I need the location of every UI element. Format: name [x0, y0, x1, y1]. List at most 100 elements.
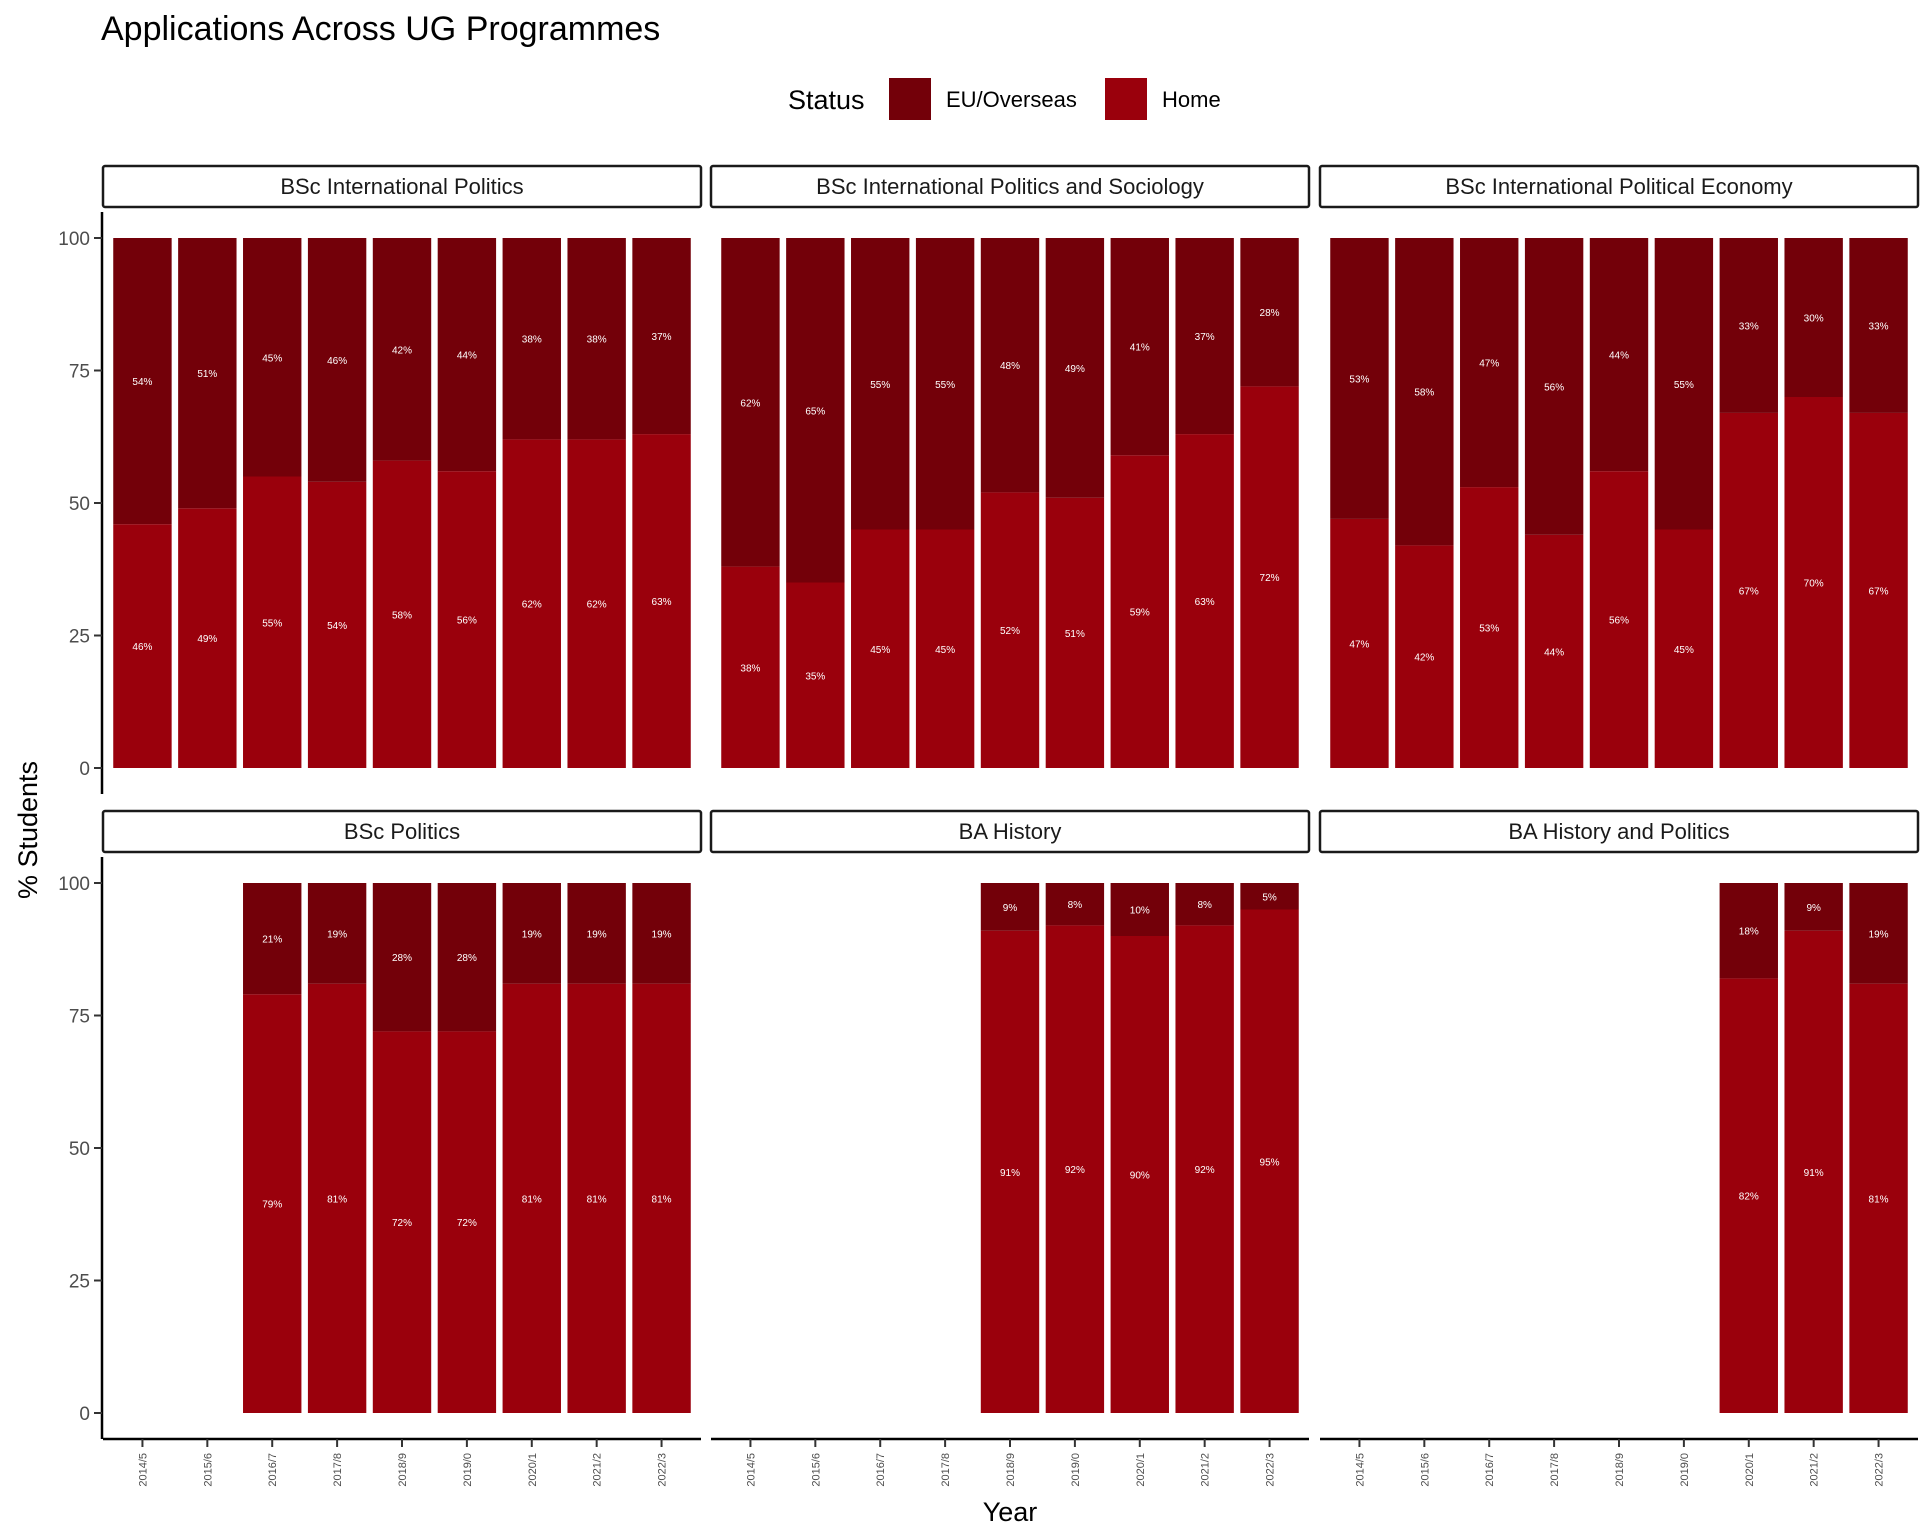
bar-label-eu-overseas-2017-8: 56% [1544, 382, 1564, 393]
bar-label-eu-overseas-2021-2: 38% [587, 335, 607, 346]
y-tick-label: 100 [58, 874, 90, 895]
bar-label-home-2021-2: 70% [1804, 579, 1824, 590]
panel-strip [101, 164, 703, 209]
bar-home-2018-9 [372, 1031, 432, 1413]
bar-home-2018-9 [980, 930, 1040, 1413]
bar-label-home-2021-2: 92% [1195, 1165, 1215, 1176]
bar-label-home-2019-0: 56% [457, 616, 477, 627]
bar-label-home-2022-3: 67% [1869, 586, 1889, 597]
bar-label-eu-overseas-2014-5: 53% [1349, 374, 1369, 385]
x-tick-label: 2015/6 [1419, 1453, 1431, 1487]
bar-eu-overseas-2018-9 [1589, 238, 1649, 472]
bar-eu-overseas-2014-5 [1330, 238, 1389, 519]
bar-label-eu-overseas-2018-9: 48% [1000, 361, 1020, 372]
bar-label-eu-overseas-2016-7: 47% [1479, 359, 1499, 370]
bar-eu-overseas-2022-3 [1849, 883, 1908, 984]
bar-label-home-2021-2: 91% [1804, 1168, 1824, 1179]
y-tick-label: 75 [69, 362, 90, 383]
bar-label-eu-overseas-2020-1: 33% [1739, 321, 1759, 332]
bar-label-home-2021-2: 81% [587, 1194, 607, 1205]
bar-home-2020-1 [1110, 936, 1169, 1413]
bar-eu-overseas-2016-7 [243, 883, 302, 995]
bar-label-eu-overseas-2018-9: 42% [392, 345, 412, 356]
bar-eu-overseas-2019-0 [437, 238, 497, 472]
bar-label-home-2020-1: 67% [1739, 586, 1759, 597]
bar-home-2015-6 [1395, 545, 1454, 768]
bar-home-2021-2 [567, 983, 626, 1413]
x-tick-label: 2017/8 [332, 1453, 344, 1487]
bar-label-home-2016-7: 45% [870, 645, 890, 656]
bar-label-eu-overseas-2014-5: 54% [132, 377, 152, 388]
x-axis-title: Year [983, 1497, 1038, 1527]
bar-home-2020-1 [1110, 455, 1169, 768]
x-tick-label: 2021/2 [1809, 1453, 1821, 1487]
panel-strip-label: BSc Politics [344, 819, 460, 844]
bar-label-eu-overseas-2022-3: 19% [1869, 929, 1889, 940]
panel-bsc-politics: BSc Politics 0 25 50 75 100 2014/5 2015/6 79% 21%… [58, 809, 703, 1487]
bar-home-2014-5 [721, 566, 780, 768]
bar-eu-overseas-2017-8 [1524, 238, 1584, 535]
bar-eu-overseas-2021-2 [1175, 883, 1234, 926]
bar-label-home-2020-1: 90% [1130, 1171, 1150, 1182]
bar-label-home-2018-9: 72% [392, 1218, 412, 1229]
bar-label-home-2019-0: 45% [1674, 645, 1694, 656]
bar-eu-overseas-2022-3 [1240, 883, 1299, 910]
bar-home-2022-3 [632, 983, 691, 1413]
bar-label-home-2018-9: 91% [1000, 1168, 1020, 1179]
bar-eu-overseas-2021-2 [1784, 883, 1843, 931]
x-tick-label: 2020/1 [1744, 1453, 1756, 1487]
bar-home-2020-1 [1719, 978, 1778, 1413]
x-tick-label: 2015/6 [202, 1453, 214, 1487]
bar-eu-overseas-2014-5 [721, 238, 780, 567]
bar-eu-overseas-2022-3 [1849, 238, 1908, 413]
bar-home-2022-3 [1240, 386, 1299, 768]
chart-title: Applications Across UG Programmes [101, 10, 660, 48]
bar-label-home-2015-6: 42% [1414, 653, 1434, 664]
bar-label-home-2022-3: 72% [1260, 573, 1280, 584]
x-tick-label: 2016/7 [267, 1453, 279, 1487]
bar-label-eu-overseas-2015-6: 65% [805, 406, 825, 417]
bar-eu-overseas-2016-7 [243, 238, 302, 477]
bar-label-eu-overseas-2020-1: 18% [1739, 927, 1759, 938]
legend-label-home: Home [1162, 87, 1221, 112]
panel-strip [709, 809, 1311, 854]
y-tick-label: 0 [79, 1404, 90, 1425]
bar-home-2018-9 [1589, 471, 1649, 768]
x-tick-label: 2014/5 [745, 1453, 757, 1487]
x-tick-label: 2014/5 [1354, 1453, 1366, 1487]
bar-label-eu-overseas-2018-9: 9% [1003, 903, 1018, 914]
bar-label-home-2020-1: 82% [1739, 1192, 1759, 1203]
facet-panels: BSc International Politics 0 25 50 75 100 46% 5… [58, 164, 1920, 1487]
bar-home-2016-7 [851, 529, 910, 768]
bar-eu-overseas-2015-6 [178, 238, 237, 509]
bar-label-eu-overseas-2018-9: 44% [1609, 351, 1629, 362]
bar-home-2022-3 [1240, 909, 1299, 1413]
panel-strip [709, 164, 1311, 209]
bar-label-eu-overseas-2022-3: 19% [652, 929, 672, 940]
bar-eu-overseas-2018-9 [980, 238, 1040, 493]
bar-label-eu-overseas-2020-1: 38% [522, 335, 542, 346]
panel-strip-label: BSc International Politics [280, 174, 523, 199]
bar-label-home-2014-5: 46% [132, 642, 152, 653]
bar-label-home-2017-8: 81% [327, 1194, 347, 1205]
bar-label-home-2022-3: 81% [652, 1194, 672, 1205]
y-tick-label: 25 [69, 627, 90, 648]
bar-home-2019-0 [1045, 497, 1105, 768]
bar-label-home-2022-3: 95% [1260, 1157, 1280, 1168]
bar-eu-overseas-2019-0 [437, 883, 497, 1032]
bar-eu-overseas-2015-6 [1395, 238, 1454, 546]
bar-home-2022-3 [1849, 983, 1908, 1413]
bar-eu-overseas-2017-8 [915, 238, 975, 530]
bar-home-2020-1 [502, 439, 561, 768]
bar-label-eu-overseas-2019-0: 28% [457, 953, 477, 964]
x-tick-label: 2018/9 [397, 1453, 409, 1487]
bar-label-home-2016-7: 55% [262, 618, 282, 629]
bar-label-eu-overseas-2014-5: 62% [740, 398, 760, 409]
bar-label-home-2018-9: 52% [1000, 626, 1020, 637]
bar-label-eu-overseas-2021-2: 19% [587, 929, 607, 940]
bar-eu-overseas-2021-2 [567, 238, 626, 440]
bar-home-2020-1 [502, 983, 561, 1413]
bar-label-eu-overseas-2021-2: 30% [1804, 314, 1824, 325]
bar-eu-overseas-2019-0 [1045, 883, 1105, 926]
bar-eu-overseas-2022-3 [632, 883, 691, 984]
